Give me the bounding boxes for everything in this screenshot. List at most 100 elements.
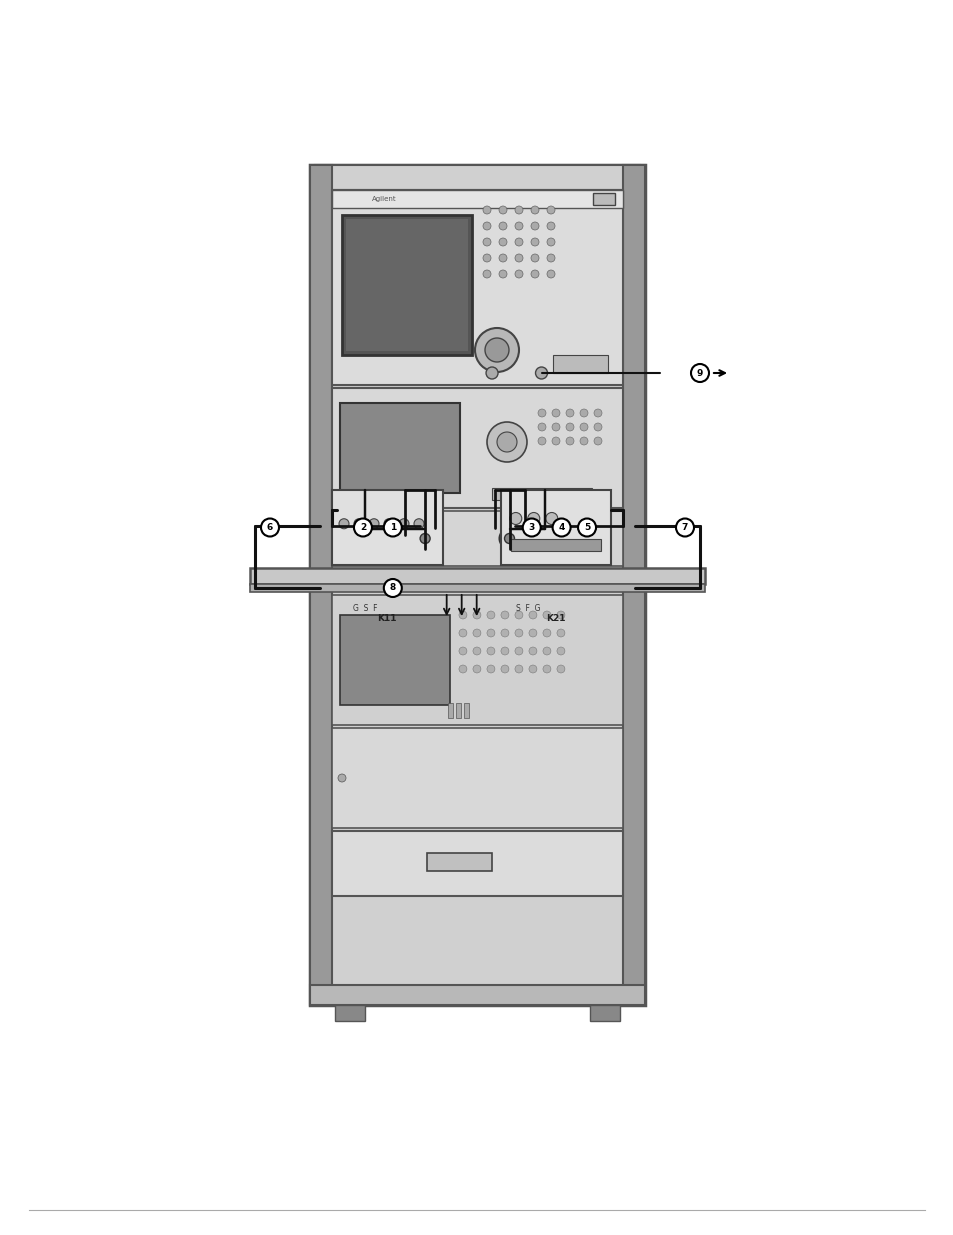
- Circle shape: [542, 629, 551, 637]
- Circle shape: [565, 424, 574, 431]
- Circle shape: [398, 519, 409, 529]
- Circle shape: [527, 513, 539, 525]
- Bar: [250, 568, 704, 584]
- Circle shape: [565, 437, 574, 445]
- Text: 9: 9: [696, 368, 702, 378]
- Bar: [464, 703, 469, 718]
- Text: Agilent: Agilent: [372, 196, 396, 203]
- Circle shape: [557, 611, 564, 619]
- Circle shape: [475, 329, 518, 372]
- Circle shape: [384, 519, 394, 529]
- Bar: [500, 490, 611, 564]
- Text: 2: 2: [359, 522, 366, 532]
- Circle shape: [419, 534, 430, 543]
- Circle shape: [531, 270, 538, 278]
- Circle shape: [537, 409, 545, 417]
- Bar: [553, 354, 607, 373]
- Circle shape: [515, 254, 522, 262]
- Circle shape: [383, 519, 401, 536]
- Circle shape: [546, 206, 555, 214]
- Bar: [250, 584, 704, 592]
- Bar: [332, 727, 622, 827]
- Text: 5: 5: [583, 522, 590, 532]
- Bar: [339, 403, 459, 493]
- Bar: [332, 388, 622, 508]
- Circle shape: [414, 519, 423, 529]
- Circle shape: [497, 432, 517, 452]
- Circle shape: [531, 238, 538, 246]
- Circle shape: [528, 611, 537, 619]
- Circle shape: [552, 437, 559, 445]
- Circle shape: [545, 513, 558, 525]
- Circle shape: [500, 611, 508, 619]
- Circle shape: [337, 774, 346, 782]
- Circle shape: [515, 647, 522, 655]
- Bar: [593, 193, 615, 205]
- Text: 1: 1: [389, 522, 395, 532]
- Circle shape: [546, 270, 555, 278]
- Circle shape: [458, 611, 466, 619]
- Circle shape: [542, 611, 551, 619]
- Circle shape: [522, 519, 540, 536]
- Circle shape: [500, 647, 508, 655]
- Circle shape: [594, 424, 601, 431]
- Circle shape: [498, 222, 506, 230]
- Bar: [310, 165, 332, 1005]
- Circle shape: [546, 238, 555, 246]
- Circle shape: [473, 611, 480, 619]
- Bar: [448, 703, 453, 718]
- Circle shape: [473, 647, 480, 655]
- Bar: [332, 190, 622, 385]
- Text: K11: K11: [377, 614, 396, 622]
- Bar: [332, 490, 442, 564]
- Circle shape: [552, 424, 559, 431]
- Bar: [622, 165, 644, 1005]
- Circle shape: [552, 409, 559, 417]
- Circle shape: [537, 424, 545, 431]
- Text: 3: 3: [528, 522, 535, 532]
- Circle shape: [499, 529, 519, 548]
- Circle shape: [546, 222, 555, 230]
- Text: S  F  G: S F G: [516, 604, 540, 613]
- Circle shape: [498, 206, 506, 214]
- Circle shape: [531, 254, 538, 262]
- Circle shape: [484, 338, 509, 362]
- Bar: [332, 831, 622, 897]
- Circle shape: [458, 664, 466, 673]
- Circle shape: [415, 529, 435, 548]
- Circle shape: [557, 664, 564, 673]
- Circle shape: [482, 206, 491, 214]
- Bar: [332, 190, 622, 207]
- Circle shape: [261, 519, 278, 536]
- Circle shape: [486, 647, 495, 655]
- Circle shape: [515, 238, 522, 246]
- Bar: [335, 1005, 365, 1021]
- Circle shape: [482, 254, 491, 262]
- Bar: [310, 165, 644, 1005]
- Circle shape: [515, 270, 522, 278]
- Circle shape: [546, 254, 555, 262]
- Circle shape: [579, 424, 587, 431]
- Circle shape: [531, 222, 538, 230]
- Circle shape: [542, 647, 551, 655]
- Text: 7: 7: [681, 522, 687, 532]
- Circle shape: [515, 629, 522, 637]
- Circle shape: [482, 222, 491, 230]
- Text: 4: 4: [558, 522, 564, 532]
- Circle shape: [537, 437, 545, 445]
- Bar: [427, 853, 492, 871]
- Circle shape: [515, 206, 522, 214]
- Circle shape: [579, 409, 587, 417]
- Bar: [341, 215, 472, 354]
- Circle shape: [485, 367, 497, 379]
- Bar: [332, 511, 622, 566]
- Circle shape: [557, 647, 564, 655]
- Circle shape: [515, 664, 522, 673]
- Circle shape: [354, 519, 372, 536]
- Text: 6: 6: [267, 522, 273, 532]
- Text: 8: 8: [389, 583, 395, 593]
- Circle shape: [486, 422, 526, 462]
- Circle shape: [535, 367, 547, 379]
- Circle shape: [578, 519, 596, 536]
- Circle shape: [473, 664, 480, 673]
